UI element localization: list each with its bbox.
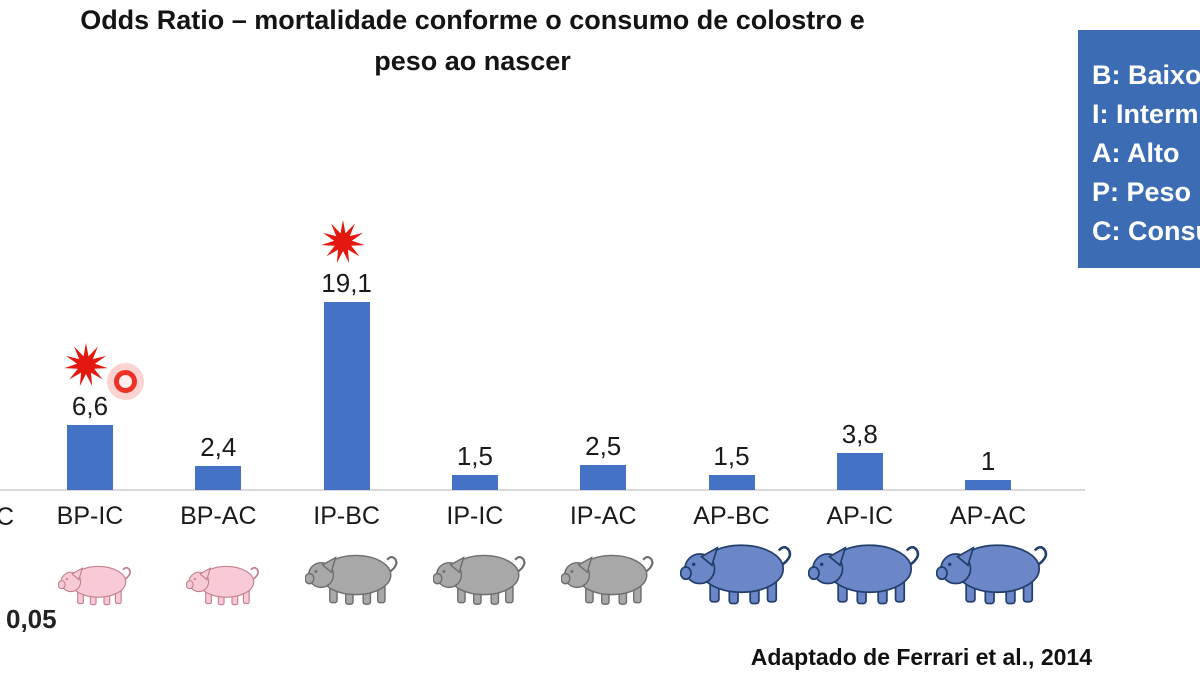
chart-title-line2: peso ao nascer — [374, 46, 571, 76]
pig-icon-blue — [807, 534, 924, 612]
bar-AP-AC — [965, 480, 1012, 490]
pig-icon-gray — [560, 546, 657, 612]
value-label-BP-IC: 6,6 — [71, 391, 109, 421]
significance-star-icon — [62, 341, 110, 389]
significance-star-icon — [319, 218, 367, 266]
bar-IP-BC — [323, 302, 370, 490]
bar-IP-IC — [451, 475, 498, 490]
category-label-IP-BC: IP-BC — [313, 502, 380, 530]
legend-item-consumo: C: Consu — [1092, 216, 1200, 246]
value-label-IP-IC: 1,5 — [456, 441, 493, 471]
bar-BP-IC — [67, 425, 113, 490]
legend-item-alto: A: Alto — [1092, 138, 1180, 168]
category-label-AP-AC: AP-AC — [949, 502, 1027, 530]
category-label-BP-IC: BP-IC — [56, 502, 124, 530]
source-citation: Adaptado de Ferrari et al., 2014 — [750, 644, 1092, 670]
legend-box: B: Baixo I: Interm A: Alto P: Peso C: Co… — [1078, 30, 1200, 268]
pig-icon-pink — [186, 559, 262, 612]
legend-item-intermediario: I: Interm — [1092, 99, 1199, 129]
x-axis-line — [0, 489, 1085, 491]
value-label-AP-AC: 1 — [980, 446, 996, 476]
bar-IP-AC — [580, 465, 627, 490]
bar-BP-AC — [195, 466, 242, 490]
value-label-IP-AC: 2,5 — [585, 431, 622, 461]
laser-pointer-dot — [114, 370, 137, 393]
value-label-AP-IC: 3,8 — [841, 419, 878, 449]
bar-AP-IC — [836, 453, 883, 490]
legend-item-baixo: B: Baixo — [1092, 60, 1200, 90]
legend-item-peso: P: Peso — [1092, 177, 1192, 207]
pig-icon-pink — [57, 559, 134, 612]
pig-icon-blue — [679, 534, 796, 612]
cutoff-category-label: C — [0, 503, 15, 531]
pig-icon-gray — [303, 546, 401, 612]
value-label-IP-BC: 19,1 — [321, 268, 372, 298]
pig-icon-blue — [935, 534, 1052, 612]
category-label-IP-IC: IP-IC — [446, 502, 504, 530]
value-label-AP-BC: 1,5 — [713, 441, 750, 471]
category-label-AP-IC: AP-IC — [826, 502, 894, 530]
chart-title-line1: Odds Ratio – mortalidade conforme o cons… — [80, 5, 865, 35]
value-label-BP-AC: 2,4 — [200, 432, 237, 462]
category-label-IP-AC: IP-AC — [569, 502, 637, 530]
pig-icon-gray — [432, 546, 529, 612]
category-label-AP-BC: AP-BC — [693, 502, 770, 530]
chart-title: Odds Ratio – mortalidade conforme o cons… — [0, 0, 945, 82]
bar-AP-BC — [708, 475, 755, 490]
category-label-BP-AC: BP-AC — [180, 502, 257, 530]
significance-footnote: 0,05 — [6, 604, 57, 634]
